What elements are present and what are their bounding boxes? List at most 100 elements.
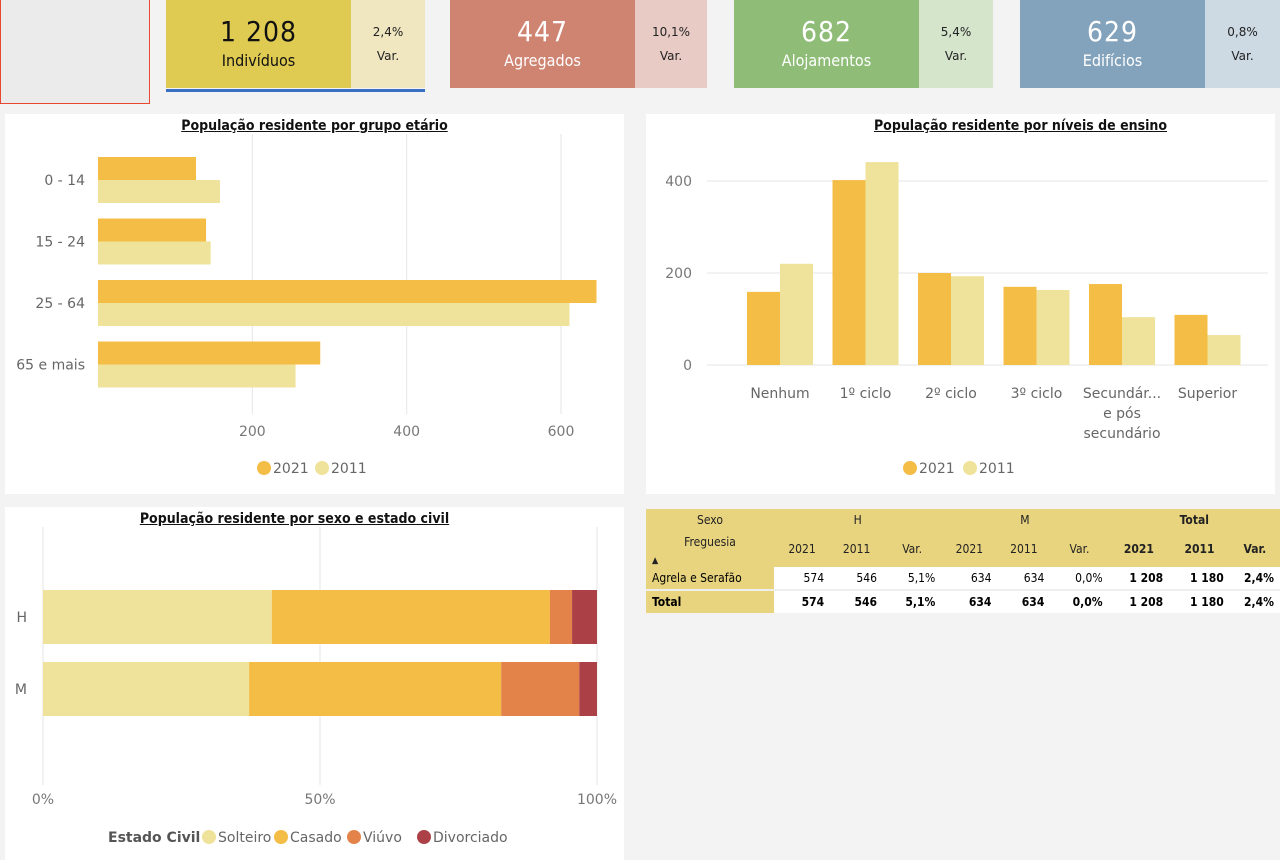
bar-2021 [98,157,197,180]
cell: 1 180 [1169,567,1230,590]
legend-marker-viúvo [347,830,361,844]
bar-2021 [918,273,951,365]
cell: 634 [997,590,1051,613]
slicer-placeholder[interactable] [0,0,150,104]
x-tick-label: 600 [548,424,575,440]
segment-divorciado [572,590,597,644]
kpi-label: Edifícios [1082,51,1143,70]
matrix-subheader: Var. [1050,531,1109,567]
sort-ascending-icon[interactable]: ▲ [652,556,659,566]
kpi-main: 447 Agregados [450,0,635,88]
legend-marker-2021 [257,461,271,475]
bar-2011 [98,364,296,388]
age-chart-title: População residente por grupo etário [181,118,448,134]
segment-casado [271,590,550,644]
y-category-label: H [16,610,27,626]
matrix-subheader: 2021 [1108,531,1170,567]
segment-solteiro [43,662,250,716]
kpi-label: Alojamentos [781,51,872,70]
bar-2011 [98,241,211,265]
kpi-variation-label: Var. [944,49,968,63]
x-category-label: Nenhum [750,386,809,402]
legend-label: Viúvo [363,830,402,846]
x-tick-label: 100% [577,792,617,808]
y-category-label: 65 e mais [16,358,85,374]
kpi-card-indivíduos[interactable]: 1 208 Indivíduos 2,4% Var. [166,0,425,92]
bar-2021 [1089,284,1122,365]
cell: 0,0% [1050,567,1109,590]
cell: 546 [830,590,884,613]
kpi-variation: 2,4% Var. [351,0,425,88]
matrix-subheader: 2011 [1169,531,1230,567]
matrix-subheader: 2011 [830,531,884,567]
kpi-variation-value: 0,8% [1227,25,1258,39]
marital-status-chart-panel: População residente por sexo e estado ci… [5,507,624,860]
cell: 0,0% [1050,590,1109,613]
matrix-header-row-sexo: Sexo H M Total [646,509,1280,531]
kpi-main: 682 Alojamentos [734,0,919,88]
cell: 574 [773,567,831,590]
kpi-label: Indivíduos [221,51,296,70]
cell: 5,1% [883,567,942,590]
matrix-header-sexo: Sexo [646,509,774,531]
y-tick-label: 0 [683,358,692,374]
bar-2021 [1003,286,1037,365]
bar-2021 [832,180,866,365]
y-category-label: M [15,682,27,698]
x-category-label: Superior [1178,386,1237,402]
matrix-subheader: 2011 [997,531,1051,567]
cell: 574 [773,590,831,613]
y-category-label: 15 - 24 [35,235,85,251]
x-tick-label: 50% [304,792,335,808]
cell: 5,1% [883,590,942,613]
legend-label: 2011 [979,461,1015,477]
x-category-label: 2º ciclo [925,386,977,402]
population-matrix-table: Sexo H M Total Freguesia ▲ 2021 2011 Var… [646,509,1280,613]
matrix-subheader: 2021 [941,531,998,567]
y-category-label: 25 - 64 [35,296,85,312]
kpi-card-edifícios[interactable]: 629 Edifícios 0,8% Var. [1020,0,1280,88]
education-chart: 0 200 400 Nenhum 1º ciclo 2º ciclo 3º ciclo Sec… [665,162,1268,477]
kpi-selected-indicator [166,89,425,92]
bar-2021 [98,341,321,365]
bar-2011 [1122,317,1155,365]
kpi-variation: 10,1% Var. [635,0,707,88]
x-tick-label: 0% [32,792,54,808]
kpi-value: 1 208 [219,15,298,48]
segment-casado [249,662,502,716]
kpi-variation-label: Var. [659,49,683,63]
cell: 634 [941,567,998,590]
kpi-card-agregados[interactable]: 447 Agregados 10,1% Var. [450,0,707,88]
matrix-header-total: Total [1108,509,1280,531]
matrix-header-freguesia[interactable]: Freguesia ▲ [646,531,774,567]
x-tick-label: 200 [239,424,266,440]
legend-label: Casado [290,830,342,846]
cell: 2,4% [1229,567,1280,590]
segment-solteiro [43,590,272,644]
kpi-variation: 5,4% Var. [919,0,993,88]
table-row: Agrela e Serafão 574 546 5,1% 634 634 0,… [646,567,1280,590]
table-row-total: Total 574 546 5,1% 634 634 0,0% 1 208 1 … [646,590,1280,613]
legend-label: 2021 [919,461,955,477]
freguesia-label: Freguesia [684,535,736,549]
matrix-header-h: H [773,509,942,531]
kpi-card-alojamentos[interactable]: 682 Alojamentos 5,4% Var. [734,0,993,88]
bar-2011 [98,180,220,203]
legend-label: Divorciado [433,830,508,846]
segment-viúvo [501,662,580,716]
cell: 1 180 [1169,590,1230,613]
cell: 634 [941,590,998,613]
matrix-subheader-row: Freguesia ▲ 2021 2011 Var. 2021 2011 Var… [646,531,1280,567]
x-category-label: Secundár... [1083,386,1161,402]
bar-2011 [1036,290,1070,365]
cell: 1 208 [1108,590,1170,613]
x-category-label: e pós [1103,406,1141,422]
x-category-label: 3º ciclo [1011,386,1063,402]
kpi-variation-label: Var. [1231,49,1254,63]
matrix-subheader: Var. [1229,531,1280,567]
age-group-chart: 200 400 600 0 - 14 15 - 24 25 - 64 65 e mais 20… [16,134,597,477]
legend-label: 2011 [331,461,367,477]
legend-marker-casado [274,830,288,844]
education-chart-title: População residente por níveis de ensino [873,118,1168,134]
kpi-value: 629 [1086,15,1139,48]
